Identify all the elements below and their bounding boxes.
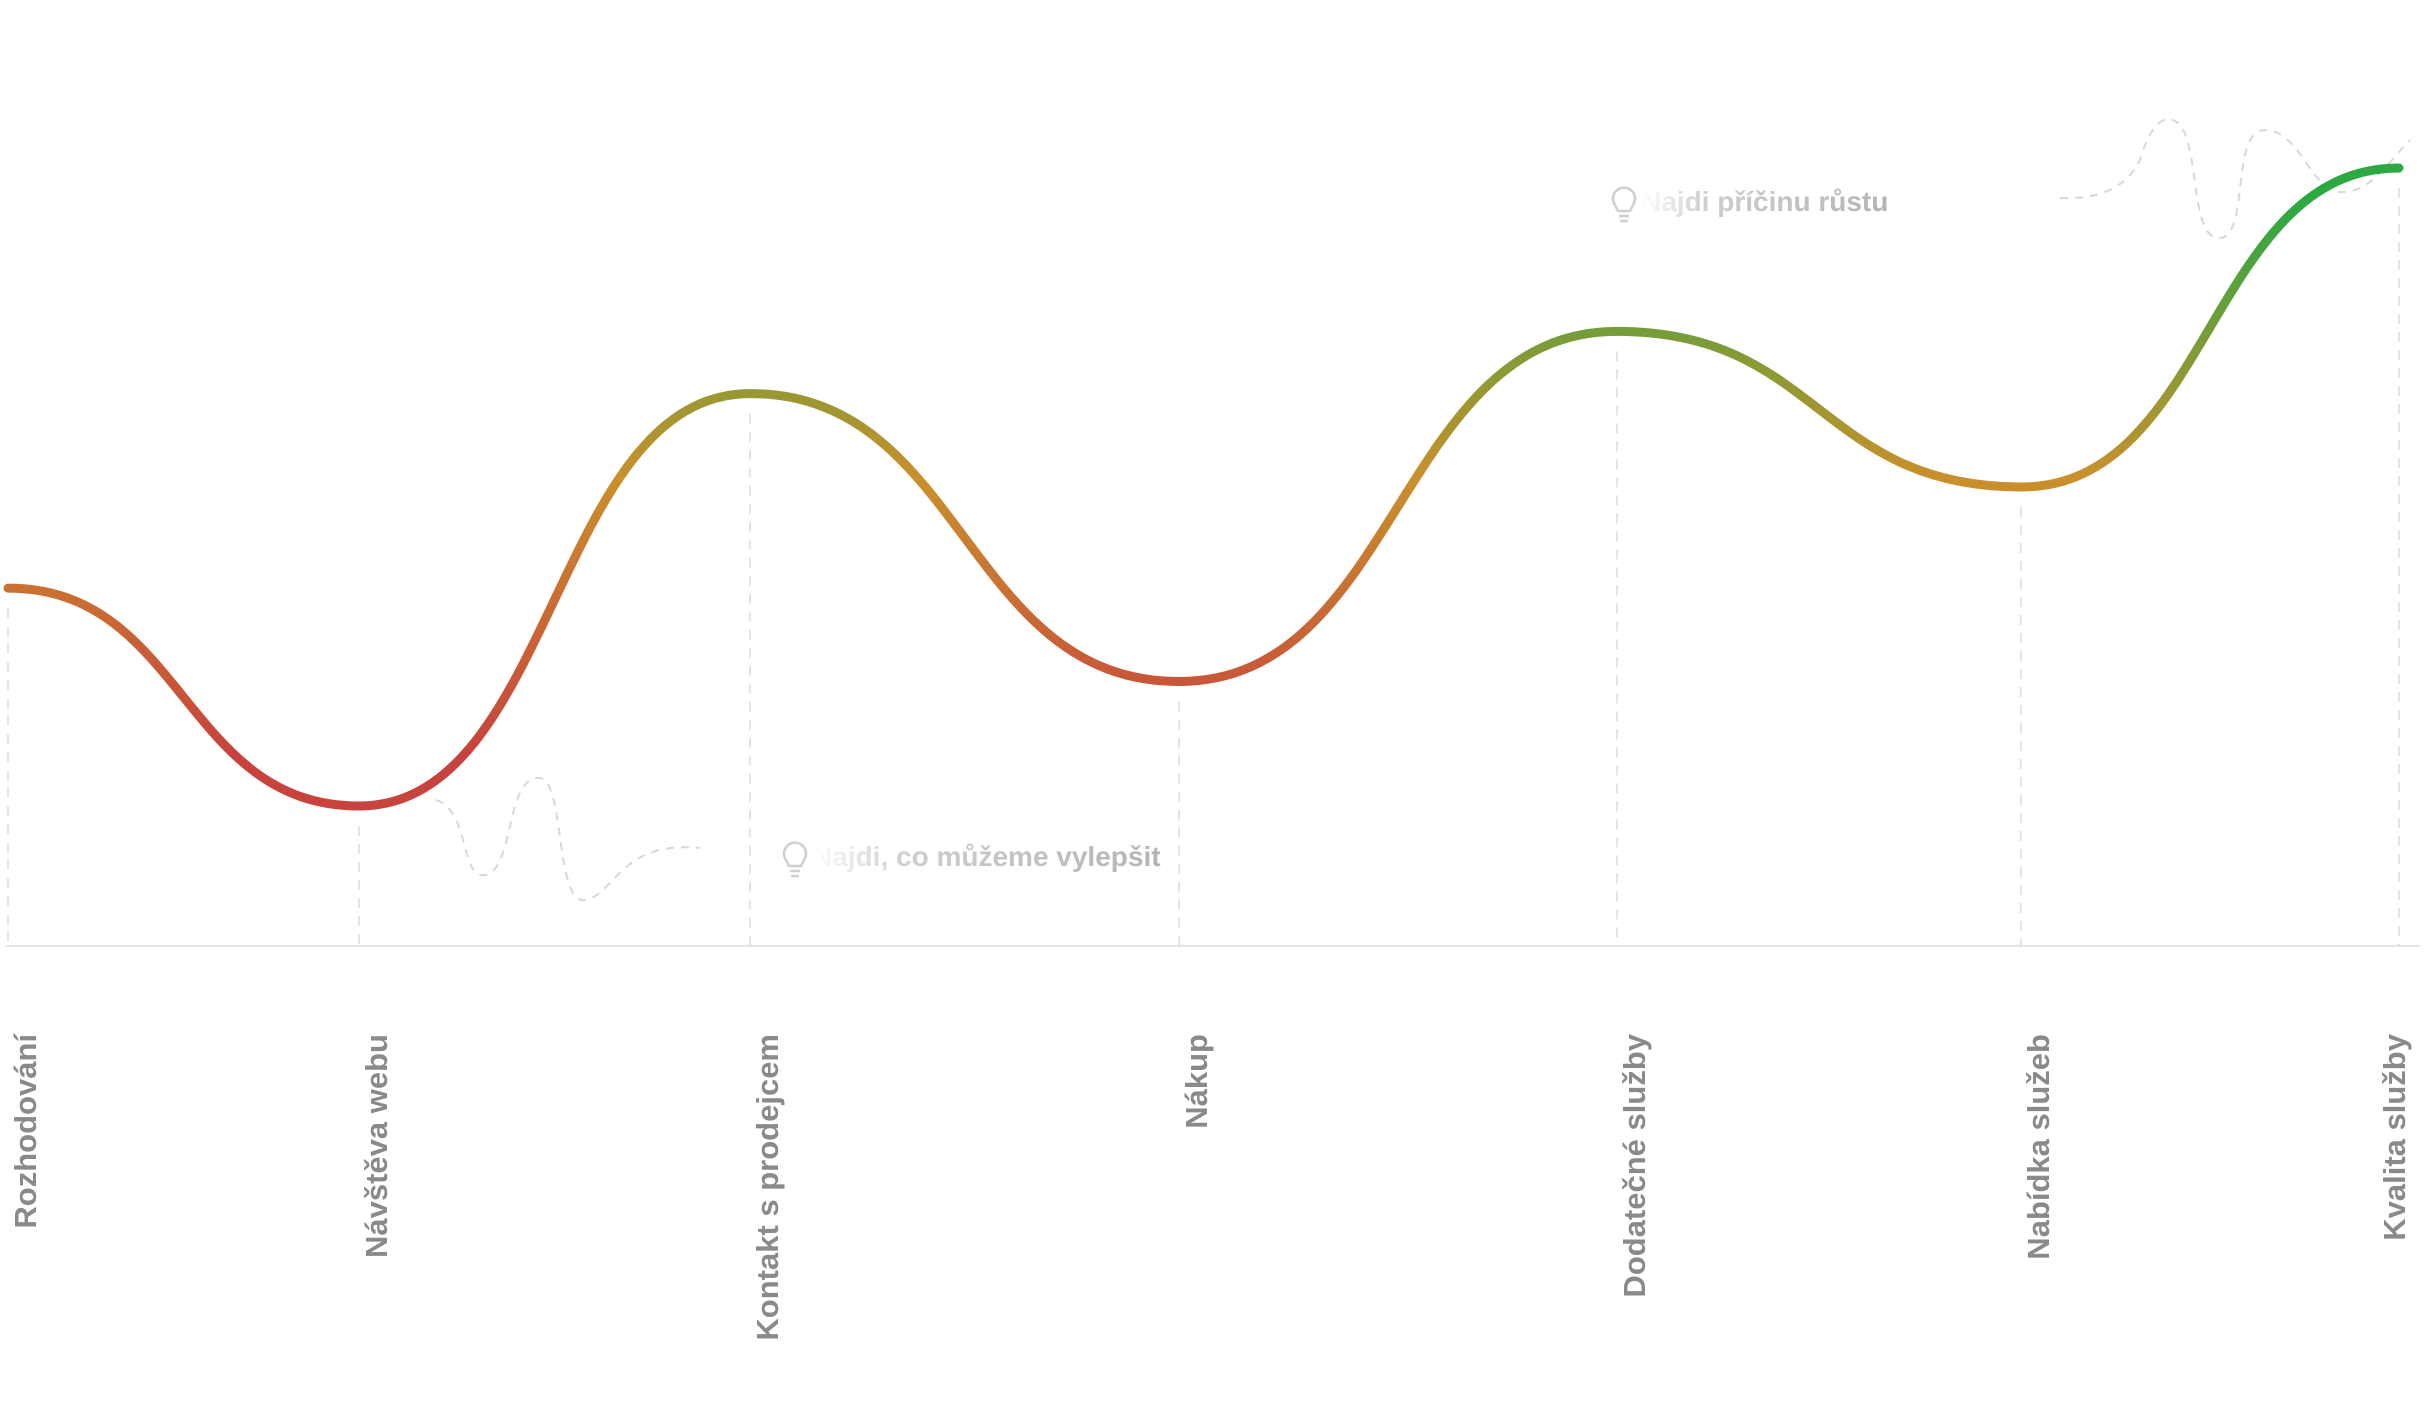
journey-line (3, 163, 2404, 811)
squiggle (435, 118, 2411, 902)
x-tick-label: Nákup (1179, 1034, 1214, 1129)
x-tick-label: Nabídka služeb (2021, 1034, 2056, 1260)
x-tick-label: Kvalita služby (2377, 1033, 2412, 1240)
x-tick-label: Rozhodování (8, 1033, 43, 1229)
annotation: Najdi příčinu růstu (1641, 186, 1888, 217)
x-tick-label: Dodatečné služby (1617, 1033, 1652, 1297)
x-tick-label: Kontakt s prodejcem (750, 1034, 785, 1341)
annotation: Najdi, co můžeme vylepšit (812, 841, 1161, 872)
x-tick-label: Návštěva webu (359, 1034, 394, 1258)
bulb-icon (782, 186, 1637, 878)
